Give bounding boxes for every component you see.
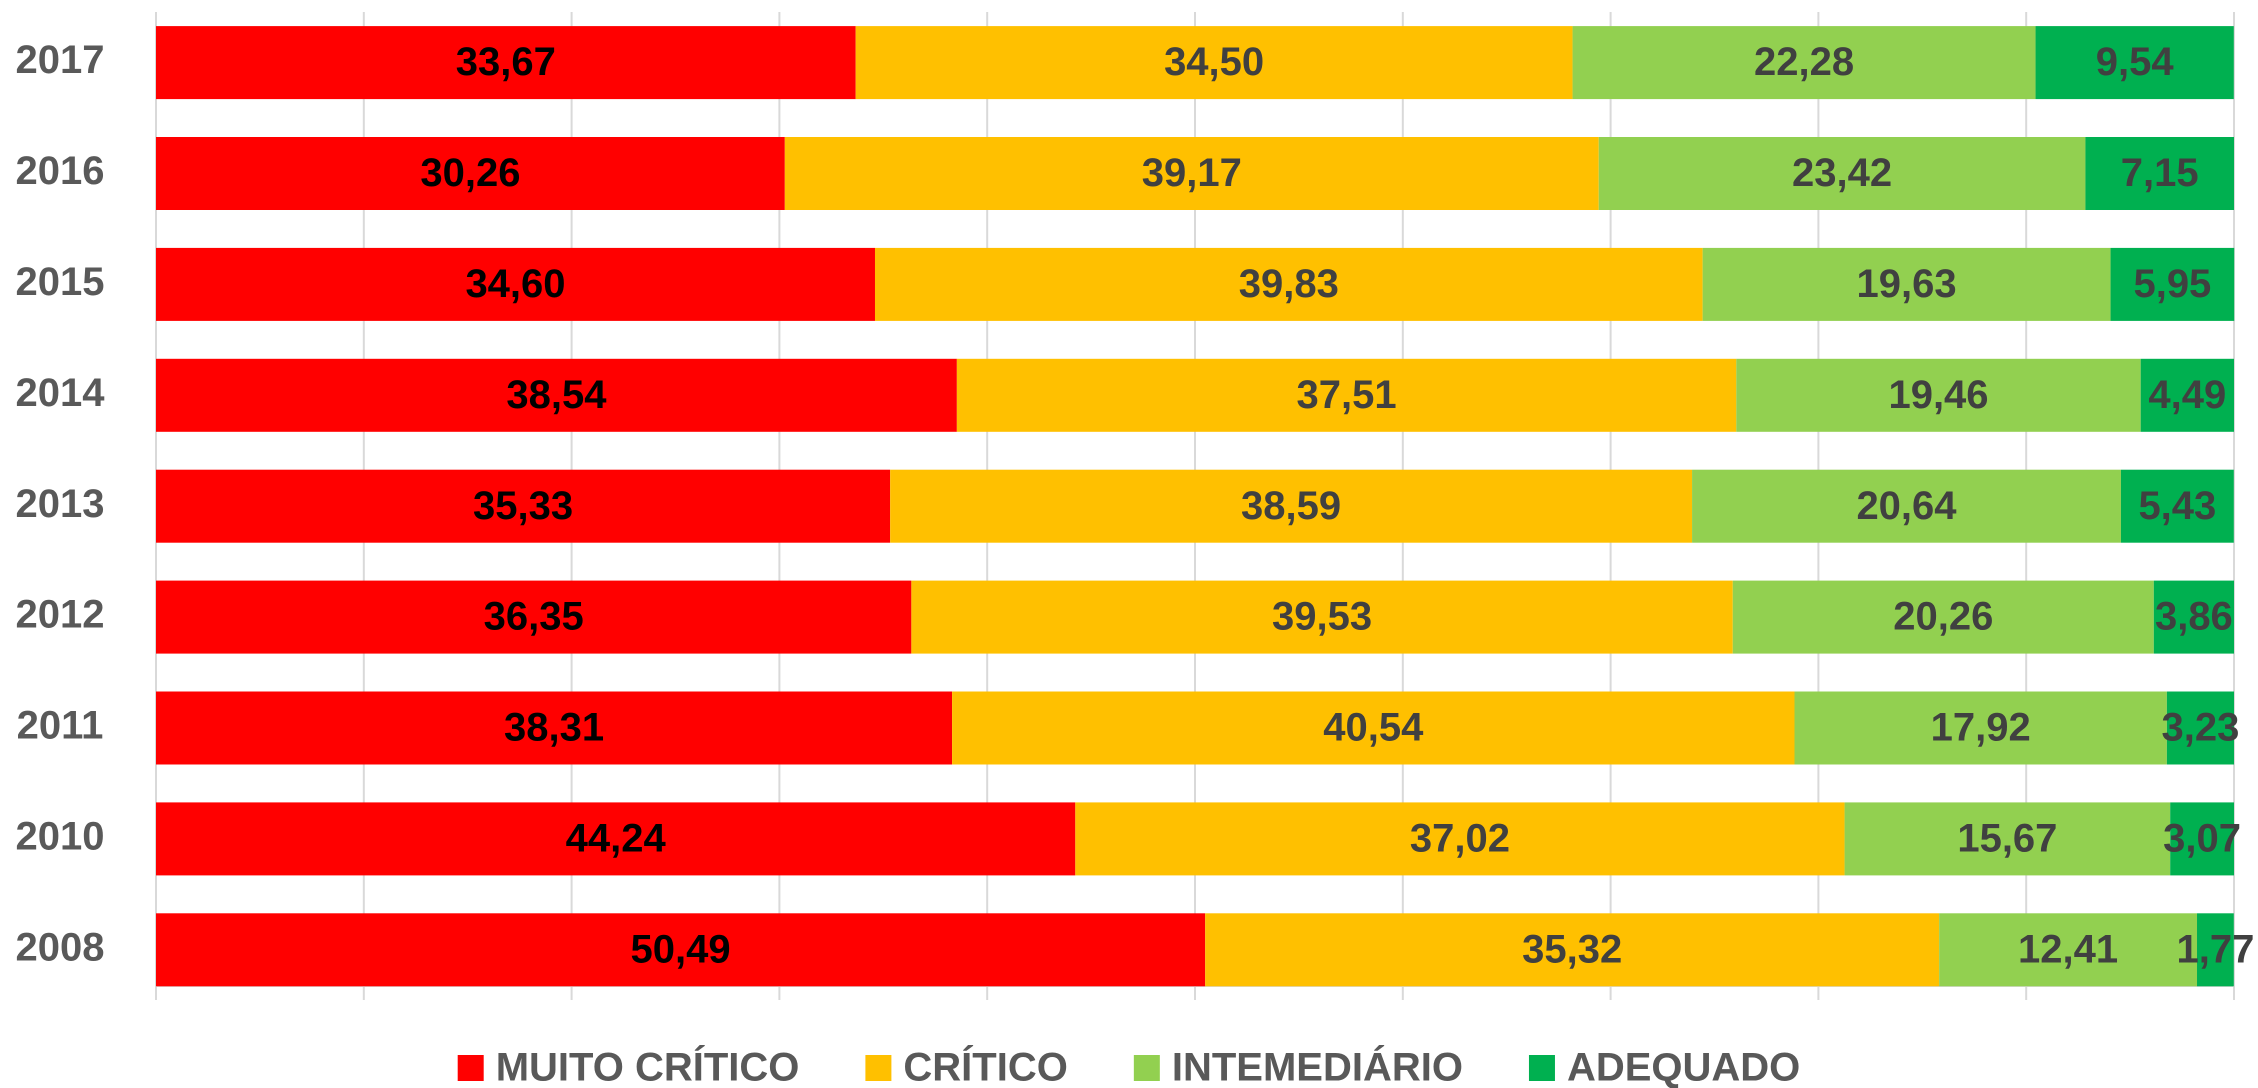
data-label: 4,49 (2148, 373, 2226, 417)
legend-swatch (1528, 1055, 1555, 1081)
y-tick-label: 2016 (16, 149, 105, 193)
data-label: 3,86 (2155, 595, 2233, 639)
legend-swatch (1133, 1055, 1160, 1081)
data-label: 5,43 (2138, 484, 2216, 528)
bar-segment (1844, 802, 2171, 876)
y-tick-label: 2017 (16, 38, 105, 82)
data-label: 37,51 (1297, 373, 1397, 417)
data-label: 19,46 (1888, 373, 1988, 417)
bar-segment (2170, 802, 2234, 876)
data-label: 23,42 (1792, 151, 1892, 195)
legend-label: MUITO CRÍTICO (496, 1045, 800, 1088)
legend-swatch (865, 1055, 892, 1081)
bar-segment (156, 358, 957, 432)
bar-segment (156, 580, 912, 654)
data-label: 3,07 (2163, 816, 2241, 860)
data-label: 38,54 (506, 373, 607, 417)
data-label: 33,67 (456, 40, 556, 84)
data-label: 3,23 (2162, 706, 2240, 750)
legend-label: CRÍTICO (903, 1045, 1067, 1088)
legend-swatch (457, 1055, 484, 1081)
bar-segment (156, 137, 785, 210)
data-label: 35,33 (473, 484, 573, 528)
bar-segment (2153, 580, 2234, 654)
data-label: 17,92 (1931, 706, 2031, 750)
bar-segment (1732, 580, 2154, 654)
data-label: 7,15 (2121, 151, 2199, 195)
data-label: 34,50 (1164, 40, 1264, 84)
y-tick-label: 2010 (16, 814, 105, 858)
bar-segment (1598, 137, 2086, 210)
bar-segment (1572, 26, 2036, 100)
bar-segment (890, 469, 1693, 543)
y-tick-label: 2008 (16, 925, 105, 969)
bar-segment (2110, 247, 2235, 321)
data-label: 39,53 (1272, 595, 1372, 639)
data-label: 38,59 (1241, 484, 1341, 528)
bar-segment (156, 247, 875, 321)
bar-segment (1075, 802, 1845, 876)
y-tick-label: 2013 (16, 482, 105, 526)
bar-segment (1702, 247, 2111, 321)
bar-segment (911, 580, 1733, 654)
data-label: 5,95 (2133, 262, 2211, 306)
y-tick-label: 2015 (16, 260, 105, 304)
bar-segment (874, 247, 1703, 321)
bar-segment (156, 802, 1076, 876)
data-label: 20,64 (1856, 484, 1957, 528)
data-label: 38,31 (504, 706, 604, 750)
bar-segment (2197, 913, 2234, 987)
bar-segment (156, 691, 953, 765)
data-label: 19,63 (1857, 262, 1957, 306)
y-tick-label: 2014 (16, 371, 106, 415)
y-tick-label: 2012 (16, 593, 105, 637)
data-label: 34,60 (465, 262, 565, 306)
bar-segment (1794, 691, 2167, 765)
data-label: 12,41 (2018, 927, 2118, 971)
data-label: 44,24 (566, 816, 667, 860)
data-label: 50,49 (631, 927, 731, 971)
legend-label: ADEQUADO (1567, 1046, 1800, 1088)
bar-segment (156, 913, 1206, 987)
bar-segment (2140, 358, 2234, 432)
bar-segment (2166, 691, 2234, 765)
data-label: 30,26 (420, 151, 520, 195)
y-tick-label: 2011 (17, 704, 104, 748)
legend-label: INTEMEDIÁRIO (1172, 1045, 1463, 1088)
bar-segment (1205, 913, 1940, 987)
bar-segment (855, 26, 1573, 100)
bar-segment (784, 137, 1599, 210)
bar-segment (1692, 469, 2121, 543)
bar-segment (1736, 358, 2141, 432)
bar-segment (2035, 26, 2234, 100)
data-label: 37,02 (1410, 816, 1510, 860)
data-label: 15,67 (1957, 816, 2057, 860)
bar-segment (952, 691, 1795, 765)
bar-segment (2120, 469, 2234, 543)
bar-segment (156, 469, 891, 543)
data-label: 36,35 (484, 595, 584, 639)
bar-segment (2085, 137, 2234, 210)
data-label: 35,32 (1522, 927, 1622, 971)
data-label: 22,28 (1754, 40, 1854, 84)
data-label: 40,54 (1323, 706, 1424, 750)
data-label: 20,26 (1893, 595, 1993, 639)
bar-segment (1939, 913, 2198, 987)
bar-segment (156, 26, 856, 100)
data-label: 1,77 (2176, 927, 2254, 971)
data-label: 39,17 (1142, 151, 1242, 195)
bar-segment (956, 358, 1737, 432)
data-label: 9,54 (2096, 40, 2175, 84)
data-label: 39,83 (1239, 262, 1339, 306)
